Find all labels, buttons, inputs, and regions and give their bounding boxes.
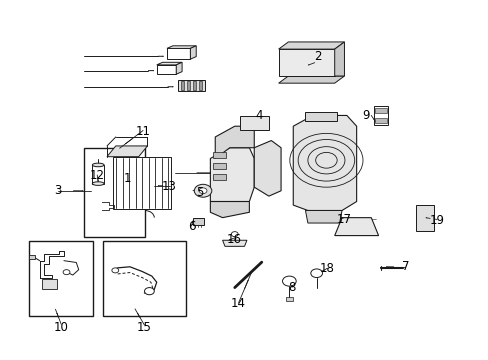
- Polygon shape: [157, 62, 182, 65]
- Polygon shape: [107, 146, 147, 157]
- Bar: [193, 81, 195, 90]
- Bar: [415, 205, 433, 230]
- Text: 3: 3: [55, 184, 62, 197]
- Circle shape: [63, 270, 70, 275]
- Text: 11: 11: [135, 125, 150, 138]
- Polygon shape: [334, 218, 378, 235]
- Text: 14: 14: [231, 297, 245, 310]
- Bar: [374, 117, 386, 123]
- Bar: [374, 108, 386, 113]
- Text: 15: 15: [137, 320, 152, 333]
- Bar: [285, 297, 292, 301]
- Bar: [181, 81, 183, 90]
- Text: 2: 2: [313, 50, 321, 63]
- Bar: [199, 81, 201, 90]
- Bar: [29, 241, 93, 316]
- Polygon shape: [166, 46, 196, 48]
- Text: 17: 17: [336, 213, 351, 226]
- Polygon shape: [215, 126, 254, 158]
- Polygon shape: [222, 240, 246, 246]
- Bar: [192, 219, 203, 225]
- Polygon shape: [278, 42, 344, 49]
- Bar: [113, 157, 171, 209]
- Circle shape: [144, 288, 154, 295]
- Bar: [305, 112, 336, 121]
- Bar: [103, 241, 185, 316]
- Circle shape: [199, 188, 206, 194]
- Circle shape: [194, 184, 211, 197]
- Polygon shape: [293, 116, 356, 211]
- Bar: [212, 152, 226, 158]
- Text: 19: 19: [429, 214, 444, 227]
- Text: 10: 10: [54, 320, 68, 333]
- Bar: [212, 174, 226, 180]
- Polygon shape: [334, 42, 344, 76]
- Circle shape: [282, 276, 296, 286]
- Bar: [42, 279, 57, 289]
- Text: 12: 12: [90, 169, 104, 182]
- Ellipse shape: [92, 163, 104, 167]
- Polygon shape: [190, 46, 196, 59]
- Bar: [178, 80, 205, 91]
- Bar: [83, 148, 144, 237]
- Polygon shape: [254, 140, 281, 196]
- Bar: [157, 65, 176, 74]
- Ellipse shape: [92, 182, 104, 185]
- Polygon shape: [305, 211, 341, 223]
- Bar: [278, 49, 334, 76]
- Text: 9: 9: [362, 109, 369, 122]
- Bar: [187, 81, 189, 90]
- Text: 6: 6: [188, 220, 195, 233]
- Text: 13: 13: [161, 180, 176, 193]
- Bar: [29, 255, 35, 259]
- Polygon shape: [210, 202, 249, 218]
- Text: 8: 8: [288, 281, 295, 294]
- Text: 5: 5: [196, 186, 203, 199]
- Polygon shape: [210, 148, 254, 202]
- Bar: [92, 165, 104, 184]
- Polygon shape: [176, 62, 182, 74]
- Text: 18: 18: [319, 262, 334, 275]
- Bar: [212, 163, 226, 169]
- Polygon shape: [278, 76, 344, 83]
- Circle shape: [310, 269, 322, 278]
- Bar: [239, 116, 268, 130]
- Bar: [166, 48, 190, 59]
- Circle shape: [231, 231, 238, 237]
- Text: 16: 16: [226, 233, 241, 246]
- Text: 1: 1: [123, 172, 131, 185]
- Bar: [373, 105, 387, 125]
- Circle shape: [112, 268, 119, 273]
- Text: 7: 7: [401, 260, 408, 273]
- Text: 4: 4: [255, 109, 263, 122]
